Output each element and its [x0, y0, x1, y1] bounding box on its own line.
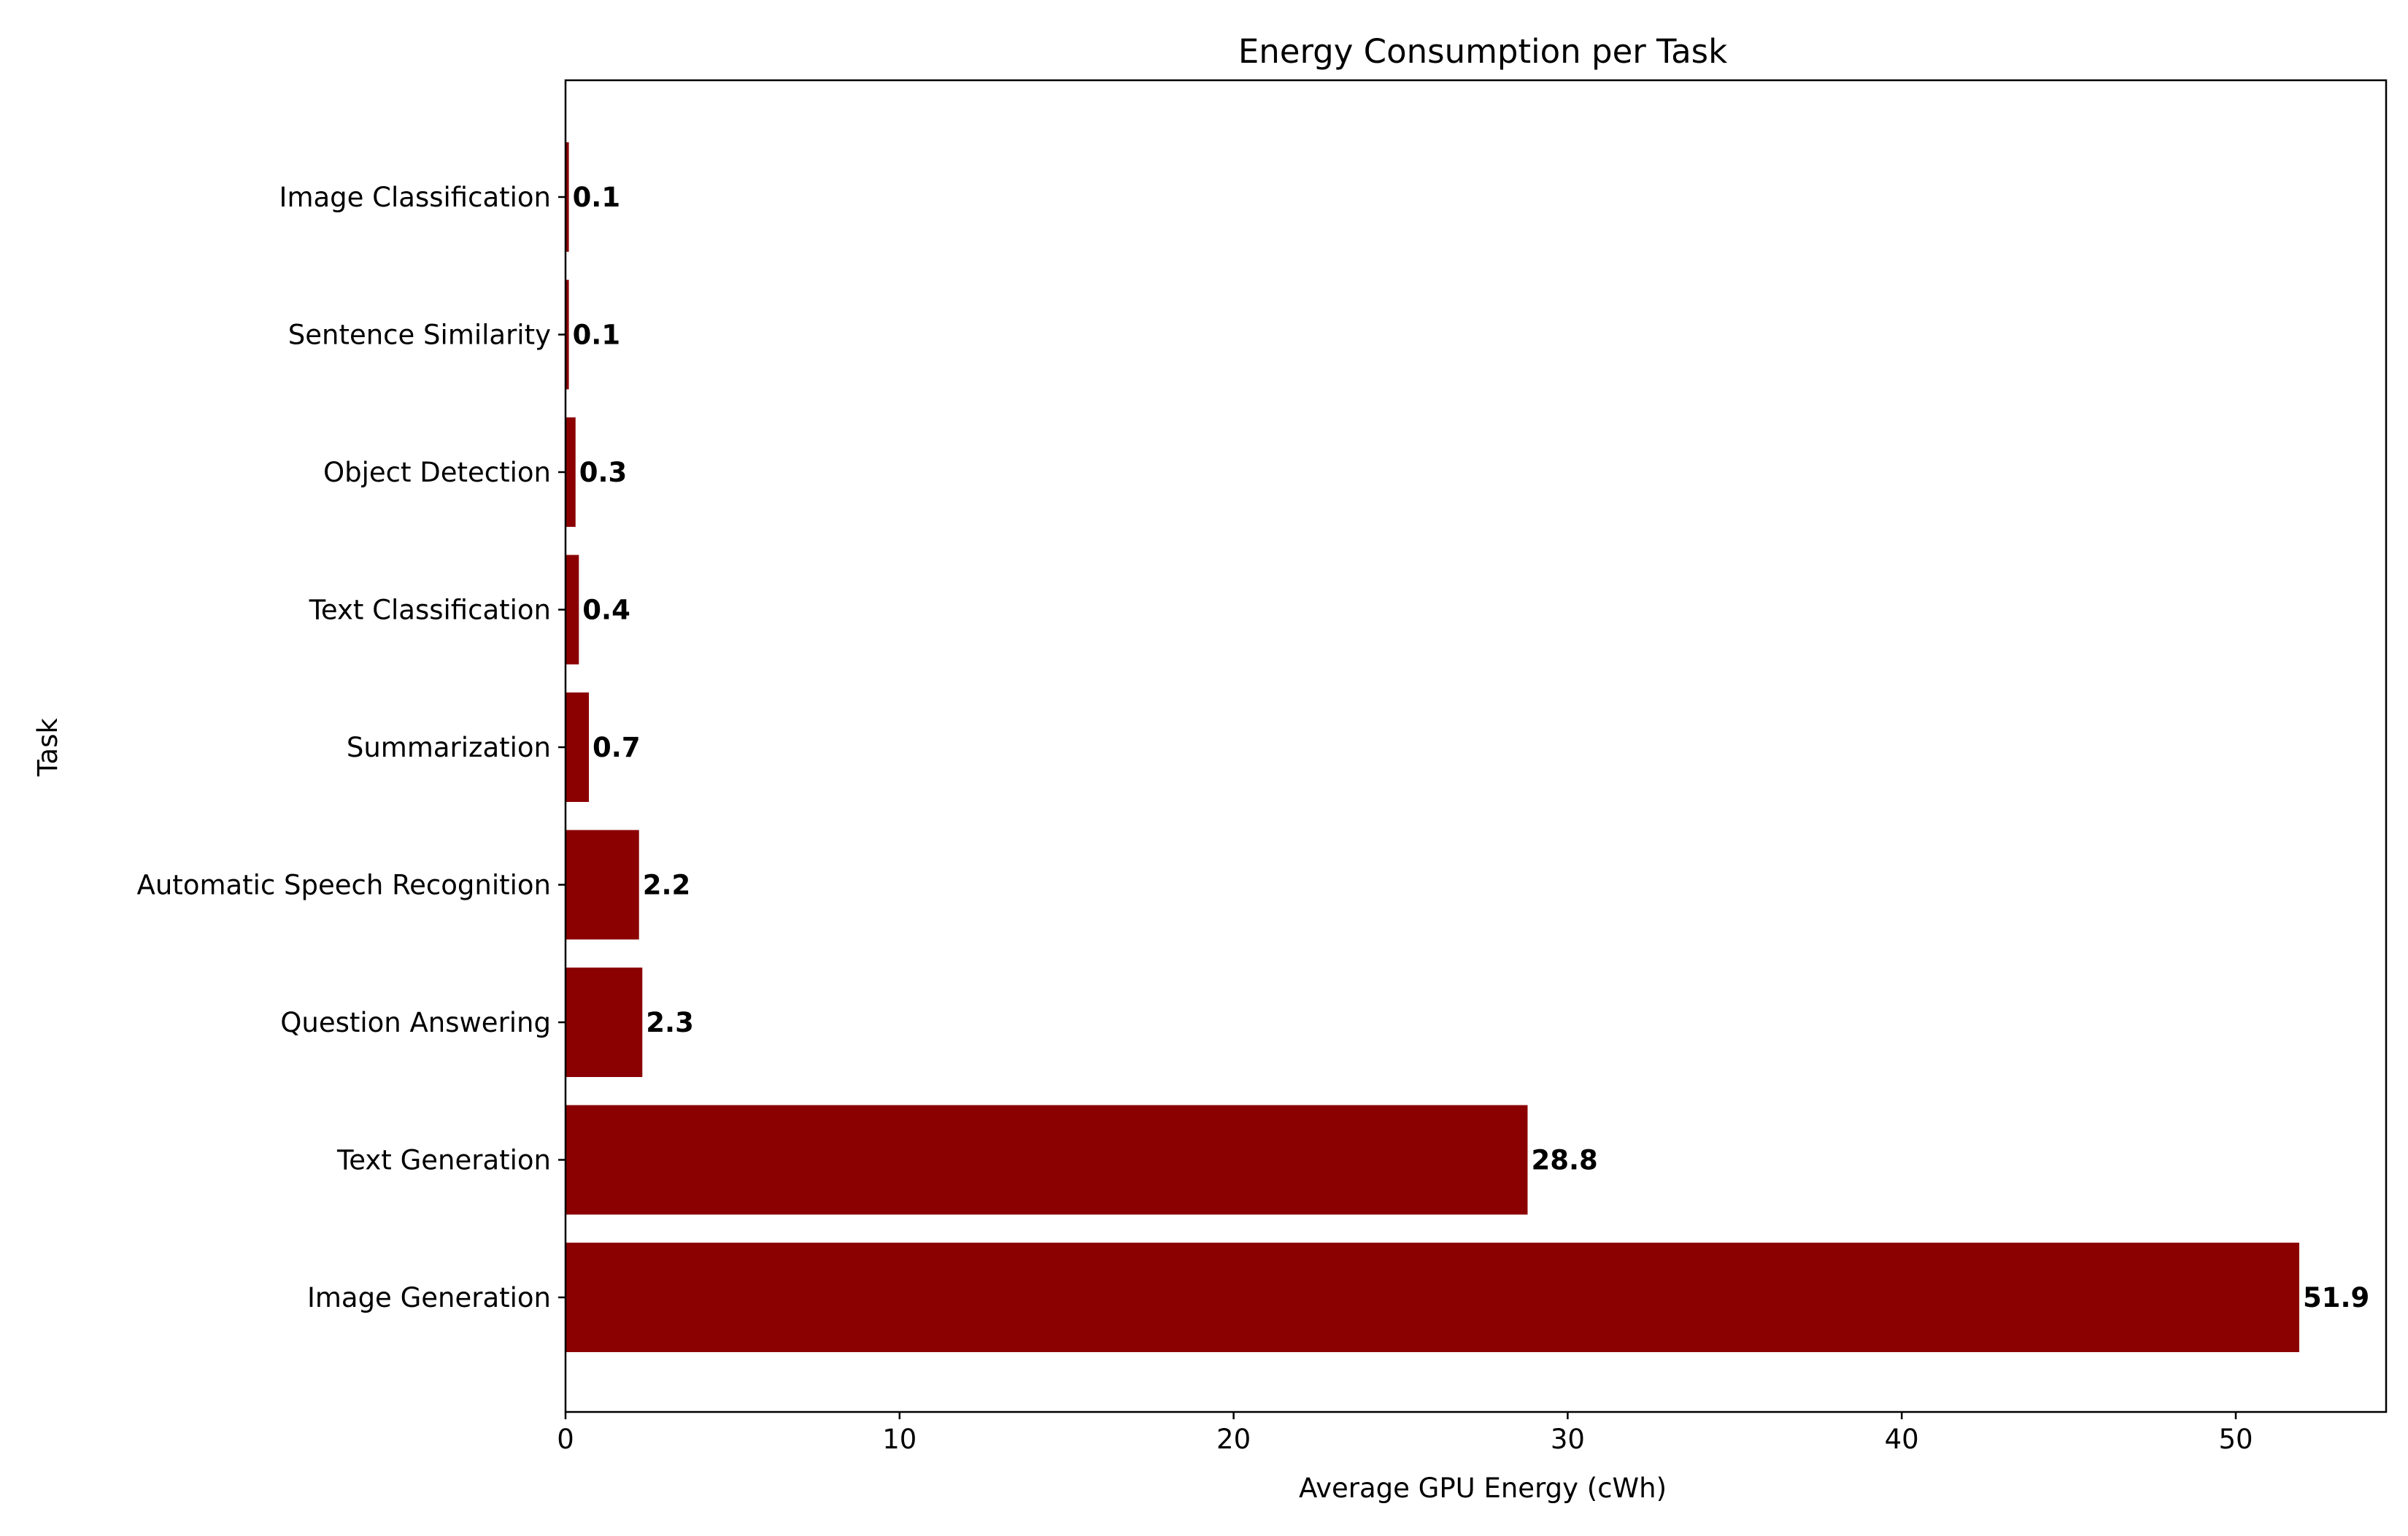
x-tick-label: 30: [1551, 1424, 1585, 1455]
y-tick-label: Text Generation: [336, 1145, 551, 1176]
data-label: 2.3: [646, 1007, 694, 1038]
x-tick-label: 10: [882, 1424, 916, 1455]
y-tick-label: Image Generation: [307, 1282, 551, 1313]
data-label: 28.8: [1531, 1145, 1597, 1176]
y-tick-label: Image Classification: [279, 182, 551, 213]
x-tick-label: 50: [2218, 1424, 2253, 1455]
bar-image-classification: [566, 142, 569, 252]
y-axis-ticks: Image Generation Text Generation Question …: [137, 182, 566, 1313]
data-label: 0.3: [579, 457, 628, 488]
data-labels-layer: 51.9 28.8 2.3 2.2 0.7 0.4 0.3 0.1 0.1: [573, 182, 2370, 1313]
data-label: 2.2: [643, 870, 691, 901]
bar-question-answering: [566, 968, 643, 1077]
bar-sentence-similarity: [566, 279, 569, 390]
bar-text-generation: [566, 1105, 1528, 1215]
data-label: 0.7: [593, 732, 641, 763]
y-tick-label: Sentence Similarity: [288, 320, 551, 351]
bars-layer: [566, 142, 2299, 1352]
bar-automatic-speech-recognition: [566, 830, 639, 940]
x-tick-label: 0: [557, 1424, 574, 1455]
y-tick-label: Object Detection: [323, 457, 551, 488]
y-tick-label: Automatic Speech Recognition: [137, 870, 551, 901]
data-label: 0.1: [573, 182, 621, 213]
y-tick-label: Summarization: [347, 732, 551, 763]
chart-title: Energy Consumption per Task: [1238, 32, 1727, 71]
x-axis-label: Average GPU Energy (cWh): [1299, 1473, 1667, 1504]
x-tick-label: 20: [1216, 1424, 1251, 1455]
y-axis-label: Task: [32, 718, 63, 777]
bar-image-generation: [566, 1243, 2299, 1352]
bar-text-classification: [566, 555, 579, 665]
data-label: 51.9: [2303, 1282, 2369, 1313]
bar-object-detection: [566, 417, 576, 527]
data-label: 0.1: [573, 320, 621, 351]
data-label: 0.4: [582, 595, 630, 626]
x-axis-ticks: 0 10 20 30 40 50: [557, 1412, 2253, 1455]
bar-summarization: [566, 692, 590, 802]
y-tick-label: Text Classification: [309, 595, 551, 626]
plot-frame: [564, 79, 2388, 1413]
x-tick-label: 40: [1885, 1424, 1919, 1455]
y-tick-label: Question Answering: [280, 1007, 551, 1038]
